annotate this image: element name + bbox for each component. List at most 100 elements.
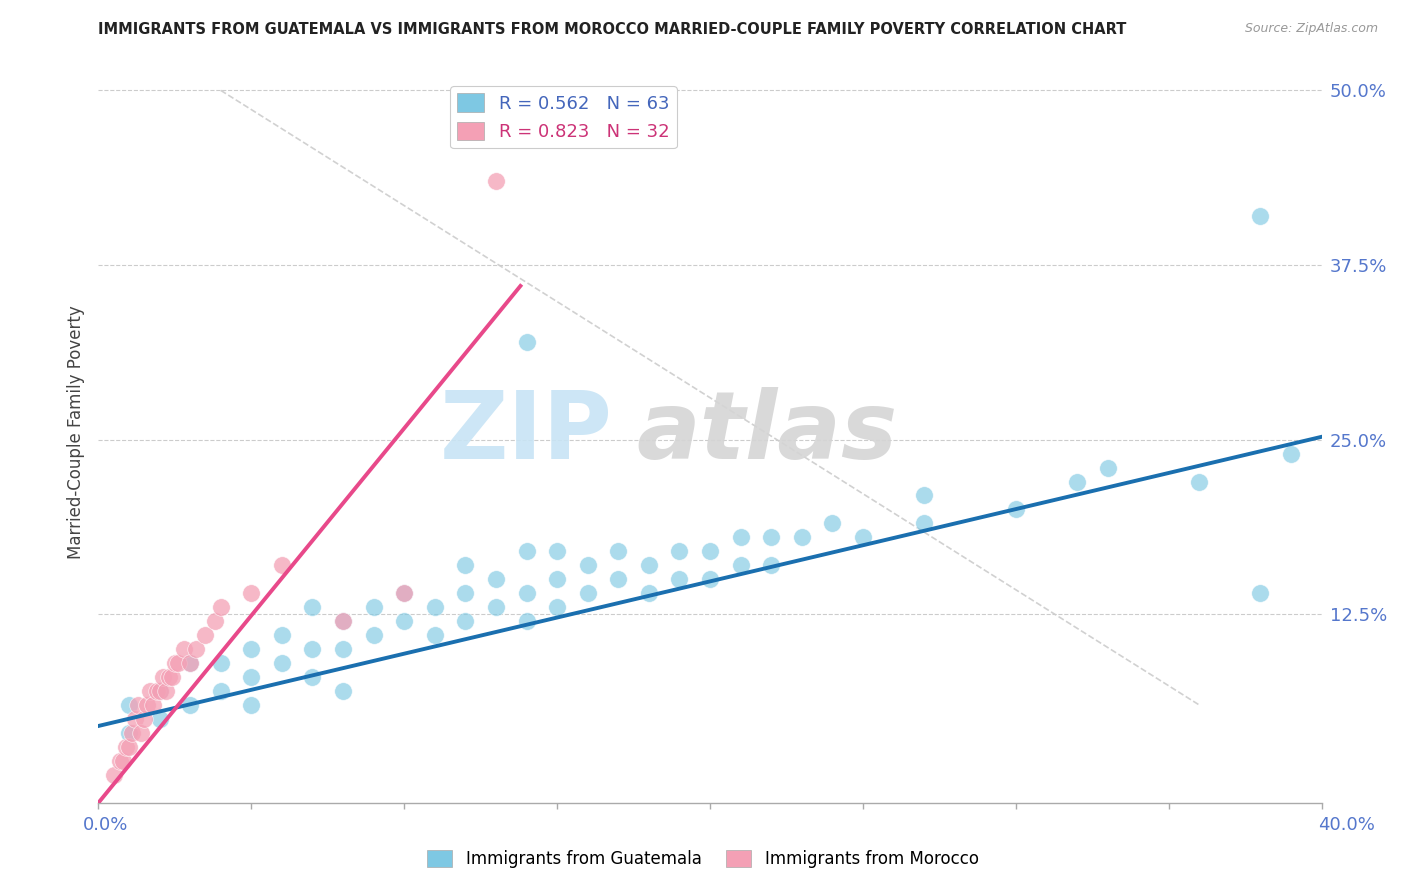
Point <box>173 642 195 657</box>
Point <box>546 544 568 558</box>
Point <box>179 656 201 670</box>
Point <box>1066 475 1088 489</box>
Point <box>392 614 416 628</box>
Point <box>160 670 183 684</box>
Point <box>668 572 690 586</box>
Point <box>240 698 263 712</box>
Point <box>485 174 508 188</box>
Point <box>301 642 323 657</box>
Point <box>115 739 138 754</box>
Text: 0.0%: 0.0% <box>83 816 128 834</box>
Point <box>1097 460 1119 475</box>
Point <box>546 600 568 615</box>
Point <box>423 628 446 642</box>
Point <box>516 334 538 349</box>
Point <box>301 670 323 684</box>
Point <box>124 712 146 726</box>
Point <box>118 739 141 754</box>
Point <box>454 586 477 600</box>
Point <box>332 614 354 628</box>
Point <box>912 488 935 502</box>
Point <box>637 558 661 573</box>
Point <box>127 698 149 712</box>
Point <box>167 656 190 670</box>
Point <box>912 516 935 531</box>
Point <box>730 530 752 544</box>
Point <box>270 558 292 573</box>
Point <box>149 684 172 698</box>
Point <box>142 698 165 712</box>
Point <box>118 698 141 712</box>
Point <box>392 586 416 600</box>
Point <box>821 516 844 531</box>
Point <box>204 614 226 628</box>
Point <box>134 712 156 726</box>
Point <box>730 558 752 573</box>
Point <box>270 656 292 670</box>
Point <box>759 530 782 544</box>
Point <box>363 628 385 642</box>
Point <box>179 698 201 712</box>
Text: IMMIGRANTS FROM GUATEMALA VS IMMIGRANTS FROM MOROCCO MARRIED-COUPLE FAMILY POVER: IMMIGRANTS FROM GUATEMALA VS IMMIGRANTS … <box>98 22 1126 37</box>
Text: ZIP: ZIP <box>439 386 612 479</box>
Point <box>332 614 354 628</box>
Point <box>363 600 385 615</box>
Point <box>332 642 354 657</box>
Point <box>454 558 477 573</box>
Point <box>607 572 630 586</box>
Point <box>423 600 446 615</box>
Point <box>157 670 180 684</box>
Text: atlas: atlas <box>637 386 898 479</box>
Point <box>103 768 125 782</box>
Point <box>1279 446 1302 460</box>
Point <box>485 600 508 615</box>
Point <box>576 586 599 600</box>
Point <box>1249 209 1271 223</box>
Point <box>332 684 354 698</box>
Point <box>852 530 875 544</box>
Legend: Immigrants from Guatemala, Immigrants from Morocco: Immigrants from Guatemala, Immigrants fr… <box>420 843 986 875</box>
Point <box>209 656 232 670</box>
Point <box>576 558 599 573</box>
Point <box>454 614 477 628</box>
Text: Source: ZipAtlas.com: Source: ZipAtlas.com <box>1244 22 1378 36</box>
Point <box>209 684 232 698</box>
Point <box>699 544 721 558</box>
Y-axis label: Married-Couple Family Poverty: Married-Couple Family Poverty <box>66 306 84 559</box>
Point <box>607 544 630 558</box>
Point <box>1004 502 1026 516</box>
Point <box>699 572 721 586</box>
Point <box>516 544 538 558</box>
Point <box>240 642 263 657</box>
Point <box>546 572 568 586</box>
Point <box>186 642 208 657</box>
Point <box>152 670 174 684</box>
Text: 40.0%: 40.0% <box>1319 816 1375 834</box>
Legend: R = 0.562   N = 63, R = 0.823   N = 32: R = 0.562 N = 63, R = 0.823 N = 32 <box>450 87 676 148</box>
Point <box>637 586 661 600</box>
Point <box>516 614 538 628</box>
Point <box>139 684 162 698</box>
Point <box>1249 586 1271 600</box>
Point <box>108 754 131 768</box>
Point <box>485 572 508 586</box>
Point <box>1188 475 1211 489</box>
Point <box>149 712 172 726</box>
Point <box>668 544 690 558</box>
Point <box>121 726 143 740</box>
Point <box>209 600 232 615</box>
Point <box>392 586 416 600</box>
Point <box>240 670 263 684</box>
Point <box>301 600 323 615</box>
Point <box>759 558 782 573</box>
Point <box>163 656 186 670</box>
Point <box>194 628 217 642</box>
Point <box>179 656 201 670</box>
Point <box>149 684 172 698</box>
Point <box>136 698 159 712</box>
Point <box>111 754 134 768</box>
Point <box>129 726 152 740</box>
Point <box>155 684 177 698</box>
Point <box>145 684 167 698</box>
Point <box>240 586 263 600</box>
